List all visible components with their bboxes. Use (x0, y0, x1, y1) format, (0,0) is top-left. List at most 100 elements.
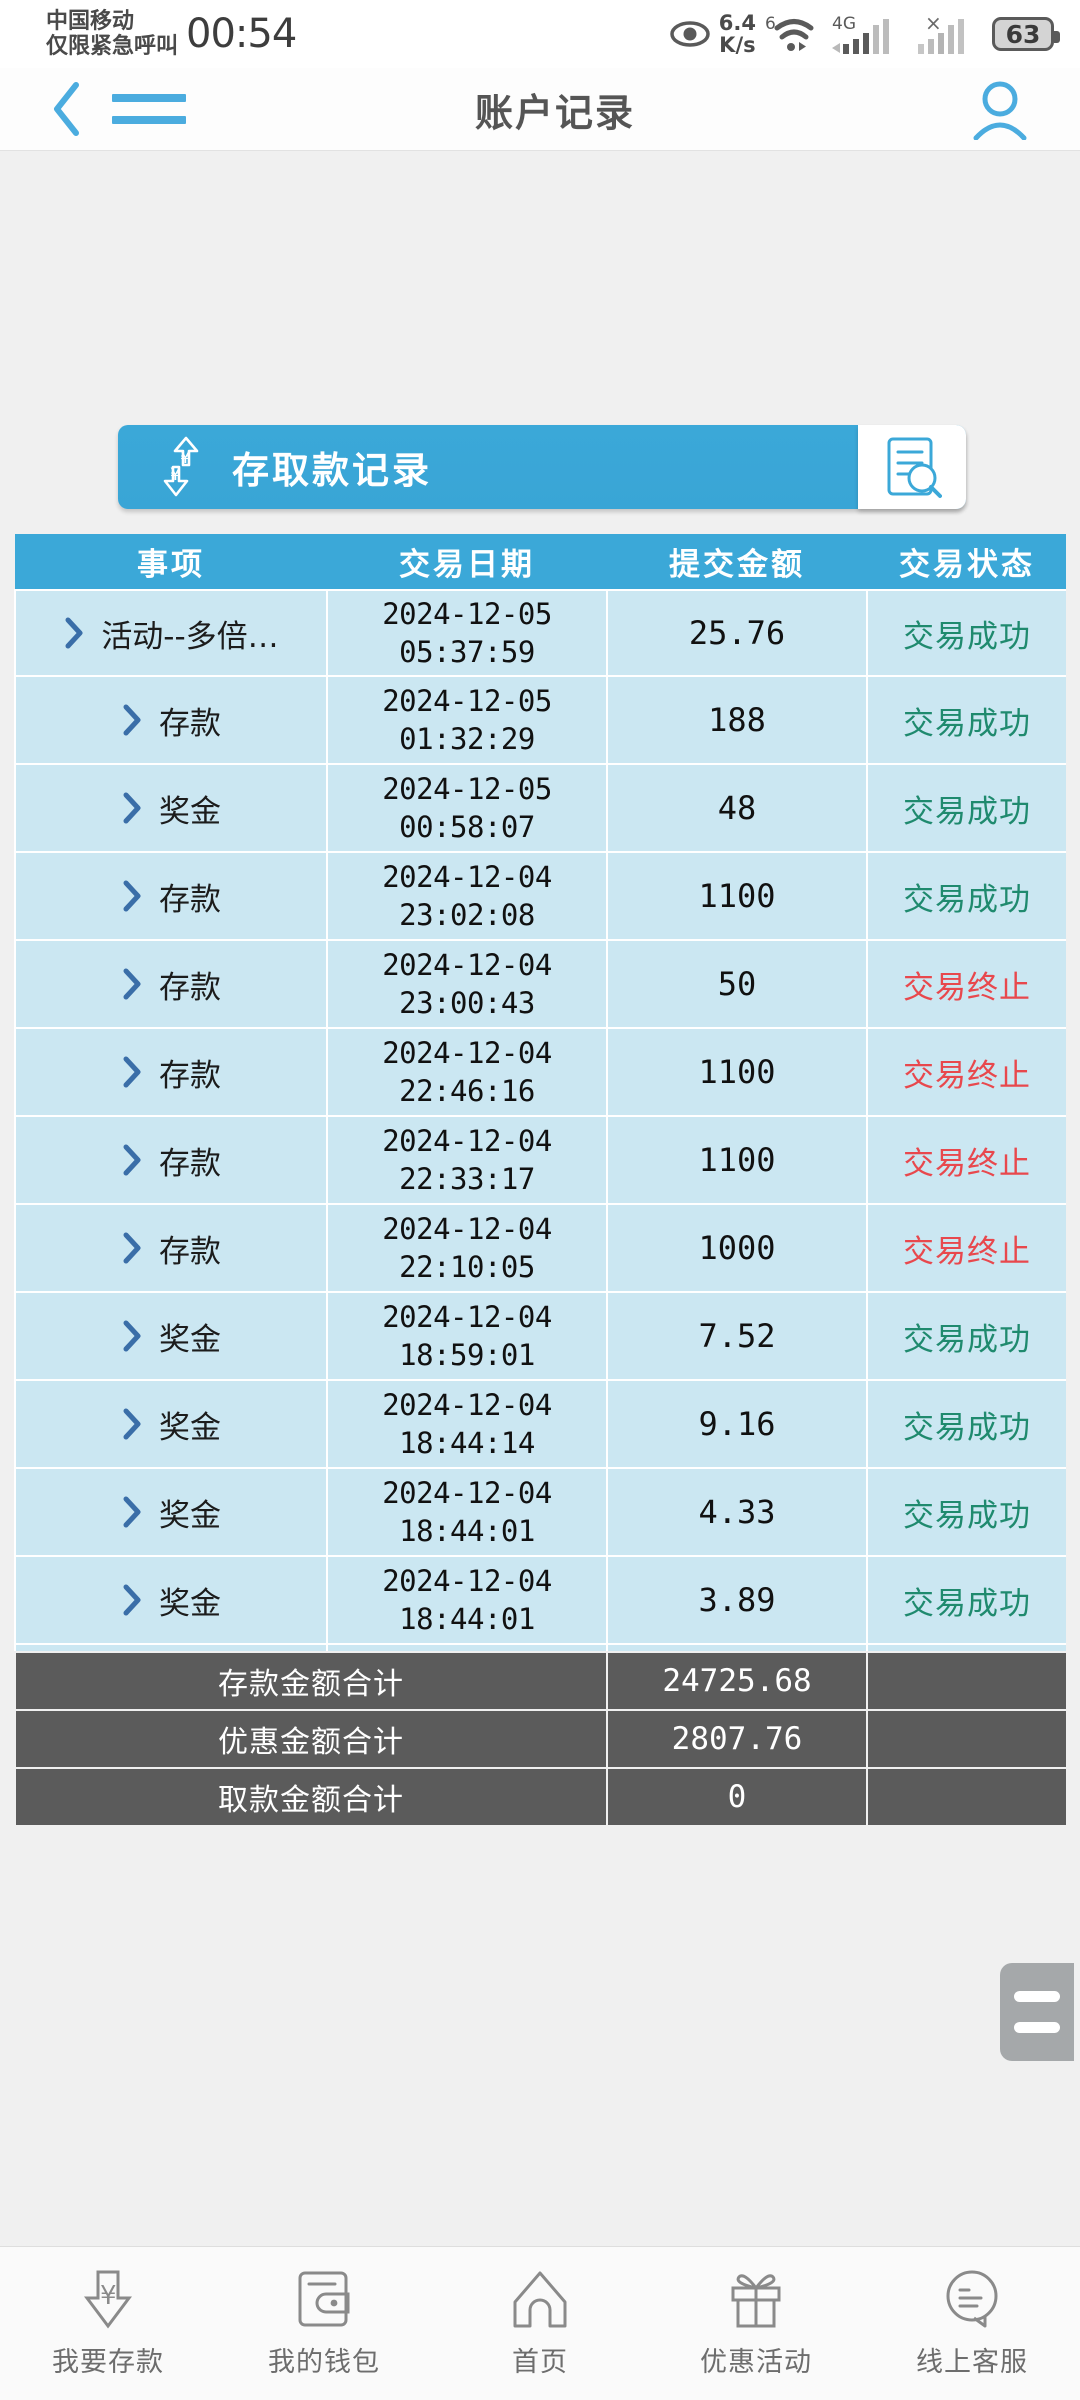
cell-date: 2024-12-04 23:02:08 (326, 851, 608, 941)
table-row[interactable]: 存款 2024-12-04 22:33:17 1100 交易终止 (14, 1115, 1066, 1205)
cell-amount: 1100 (606, 851, 868, 941)
cell-date: 2024-12-05 05:37:59 (326, 589, 608, 677)
chevron-right-icon (123, 792, 141, 824)
nav-label: 线上客服 (916, 2347, 1028, 2378)
cell-item[interactable]: 奖金 (14, 1643, 328, 1654)
table-row[interactable]: 奖金 2024-12-04 18:44:01 4.33 交易成功 (14, 1467, 1066, 1557)
cell-item[interactable]: 奖金 (14, 1291, 328, 1381)
carrier-emergency-note: 仅限紧急呼叫 (46, 34, 179, 59)
summary-label: 优惠金额合计 (14, 1709, 608, 1769)
signal-bars-secondary-icon: × (918, 12, 964, 54)
table-row[interactable]: 奖金 2024-12-04 18:44:14 9.16 交易成功 (14, 1379, 1066, 1469)
cell-date: 2024-12-04 23:00:43 (326, 939, 608, 1029)
cell-amount: 7.52 (606, 1291, 868, 1381)
cell-amount: 9.16 (606, 1379, 868, 1469)
table-row[interactable]: 存款 2024-12-04 23:00:43 50 交易终止 (14, 939, 1066, 1029)
cell-item[interactable]: 奖金 (14, 1555, 328, 1645)
summary-row: 优惠金额合计 2807.76 (14, 1709, 1068, 1769)
cell-item[interactable]: 奖金 (14, 1467, 328, 1557)
nav-item-support[interactable]: 线上客服 (864, 2268, 1080, 2379)
status-badge: 交易成功 (866, 1291, 1066, 1381)
cell-item[interactable]: 活动--多倍… (14, 589, 328, 677)
cell-date: 2024-12-04 22:46:16 (326, 1027, 608, 1117)
table-row[interactable]: 存款 2024-12-04 22:10:05 1000 交易终止 (14, 1203, 1066, 1293)
cell-date: 2024-12-04 18:44:01 (326, 1467, 608, 1557)
cell-date: 2024-12-04 18:44:14 (326, 1379, 608, 1469)
cell-item[interactable]: 奖金 (14, 763, 328, 853)
nav-item-promotions[interactable]: 优惠活动 (648, 2268, 864, 2379)
record-search-button[interactable] (858, 425, 966, 509)
status-badge: 交易成功 (866, 675, 1066, 765)
nav-label: 优惠活动 (700, 2347, 812, 2378)
drag-handle-icon (1014, 1991, 1060, 2002)
cell-amount: 4.33 (606, 1467, 868, 1557)
transactions-table-viewport[interactable]: 事项 交易日期 提交金额 交易状态 活动--多倍… 2024-12-05 05:37… (14, 534, 1066, 1654)
summary-value: 0 (606, 1767, 868, 1827)
nav-item-home[interactable]: 首页 (432, 2268, 648, 2379)
table-row[interactable]: 活动--多倍… 2024-12-05 05:37:59 25.76 交易成功 (14, 589, 1066, 677)
cell-item[interactable]: 存款 (14, 1027, 328, 1117)
cell-date: 2024-12-04 22:10:05 (326, 1203, 608, 1293)
summary-spacer (866, 1767, 1068, 1827)
cell-date: 2024-12-05 00:58:07 (326, 763, 608, 853)
cell-item[interactable]: 存款 (14, 851, 328, 941)
nav-item-deposit[interactable]: ¥ 我要存款 (0, 2268, 216, 2379)
network-speed-value: 6.4 (718, 11, 756, 35)
user-avatar-button[interactable] (960, 78, 1040, 140)
svg-text:4G: 4G (832, 14, 856, 34)
record-banner[interactable]: ¥ ¥ 存取款记录 (118, 425, 966, 509)
table-row[interactable]: 存款 2024-12-04 22:46:16 1100 交易终止 (14, 1027, 1066, 1117)
cell-item[interactable]: 存款 (14, 939, 328, 1029)
summary-spacer (866, 1651, 1068, 1711)
battery-percent: 63 (1005, 19, 1041, 49)
column-header-date: 交易日期 (327, 534, 607, 590)
cell-amount: 188 (606, 675, 868, 765)
page-content: ¥ ¥ 存取款记录 (0, 151, 1080, 2246)
chevron-right-icon (123, 968, 141, 1000)
status-bar: 中国移动 仅限紧急呼叫 00:54 6.4 K/s 6 4G (0, 0, 1080, 68)
status-bar-right: 6.4 K/s 6 4G × (670, 12, 1060, 56)
table-row[interactable]: 奖金 2024-12-05 00:58:07 48 交易成功 (14, 763, 1066, 853)
item-label: 奖金 (159, 1409, 221, 1446)
chevron-right-icon (123, 704, 141, 736)
cell-amount: 33.36 (606, 1643, 868, 1654)
home-icon (509, 2268, 571, 2330)
cell-date: 2024-12-05 01:32:29 (326, 675, 608, 765)
summary-section: 存款金额合计 24725.68 优惠金额合计 2807.76 取款金额合计 0 (14, 1651, 1068, 1827)
floating-drag-handle[interactable] (1000, 1963, 1074, 2061)
back-button[interactable] (40, 81, 94, 137)
document-search-icon (887, 437, 942, 498)
cell-amount: 1100 (606, 1027, 868, 1117)
cell-item[interactable]: 存款 (14, 675, 328, 765)
table-row[interactable]: 奖金 2024-12-04 18:59:01 7.52 交易成功 (14, 1291, 1066, 1381)
transactions-table-body: 活动--多倍… 2024-12-05 05:37:59 25.76 交易成功 存款 2024… (14, 589, 1066, 1654)
cell-amount: 3.89 (606, 1555, 868, 1645)
status-badge: 交易终止 (866, 1203, 1066, 1293)
chevron-right-icon (123, 1056, 141, 1088)
record-banner-body[interactable]: ¥ ¥ 存取款记录 (118, 425, 966, 509)
cell-date: 2024-12-04 18:59:01 (326, 1291, 608, 1381)
cell-item[interactable]: 存款 (14, 1115, 328, 1205)
headset-support-icon (941, 2268, 1003, 2330)
cell-item[interactable]: 奖金 (14, 1379, 328, 1469)
table-row[interactable]: 存款 2024-12-05 01:32:29 188 交易成功 (14, 675, 1066, 765)
cell-item[interactable]: 存款 (14, 1203, 328, 1293)
eye-icon (670, 21, 710, 47)
item-label: 存款 (159, 881, 221, 918)
status-bar-clock: 00:54 (186, 11, 297, 57)
svg-text:¥: ¥ (100, 2281, 117, 2311)
column-header-item: 事项 (15, 534, 327, 590)
summary-label: 存款金额合计 (14, 1651, 608, 1711)
battery-icon: 63 (992, 17, 1060, 51)
hamburger-menu-icon[interactable] (94, 94, 186, 124)
table-row[interactable]: 奖金 2024-12-04 18:44:01 3.89 交易成功 (14, 1555, 1066, 1645)
nav-item-wallet[interactable]: 我的钱包 (216, 2268, 432, 2379)
network-speed: 6.4 K/s (719, 12, 756, 56)
wallet-icon (295, 2268, 353, 2330)
summary-row: 取款金额合计 0 (14, 1767, 1068, 1827)
cell-amount: 50 (606, 939, 868, 1029)
table-row[interactable]: 存款 2024-12-04 23:02:08 1100 交易成功 (14, 851, 1066, 941)
summary-table: 存款金额合计 24725.68 优惠金额合计 2807.76 取款金额合计 0 (14, 1651, 1068, 1827)
svg-text:¥: ¥ (180, 448, 191, 468)
